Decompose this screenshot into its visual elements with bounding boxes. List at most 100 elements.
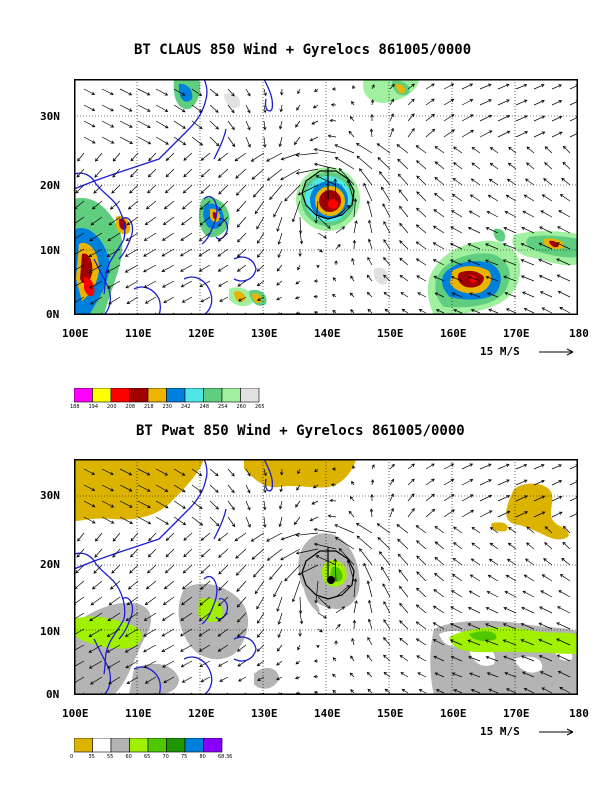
panel2-wind-arrow: [433, 655, 445, 662]
panel2-wind-arrow: [200, 676, 211, 683]
panel2-wind-arrow: [108, 676, 121, 685]
panel1-gyre-track: [301, 167, 355, 220]
panel2-lon-140e: 140E: [314, 707, 341, 720]
panel2-wind-arrow: [488, 688, 499, 694]
panel2-wind-arrow: [425, 508, 436, 518]
panel1-wind-arrow: [316, 264, 320, 269]
panel1-wind-arrow: [433, 209, 445, 218]
panel1-wind-arrow: [143, 248, 157, 257]
panel2-wind-arrow: [485, 655, 499, 662]
panel2-wind-arrow: [245, 516, 251, 528]
panel1-wind-arrow: [434, 192, 445, 202]
panel1-lon-100e: 100E: [62, 327, 89, 340]
panel2-wind-arrow: [515, 479, 528, 486]
panel2-wind-arrow: [351, 637, 355, 646]
panel2-wind-arrow: [525, 558, 535, 566]
panel1-wind-arrow: [352, 85, 356, 90]
panel2-coastlines: [74, 459, 274, 695]
panel1-wind-arrow: [416, 175, 427, 186]
panel1-wind-arrow: [101, 136, 115, 144]
panel2-wind-arrow: [371, 464, 375, 470]
panel1-wind-arrow: [256, 216, 265, 230]
panel1-wind-arrow: [329, 118, 337, 123]
panel1-wind-arrow: [280, 168, 301, 181]
panel2-wind-arrow: [356, 535, 373, 550]
panel1-wind-arrow: [434, 145, 445, 154]
panel2-wind-arrow: [263, 484, 267, 494]
panel1-lon-160e: 160E: [440, 327, 467, 340]
panel2-wind-arrow: [297, 644, 301, 651]
panel1-wind-arrow: [200, 168, 211, 178]
panel2-wind-arrow: [335, 623, 341, 630]
panel2-wind-arrow: [366, 654, 373, 662]
panel1-ref-vector-arrow: [539, 348, 574, 356]
panel1-wind-arrow: [389, 127, 394, 138]
panel2-wind-arrow: [209, 484, 219, 493]
panel2-wind-arrow: [389, 478, 395, 486]
panel2-wind-arrow: [461, 463, 474, 470]
panel1-colorbar-label: 188: [70, 404, 80, 410]
panel2-wind-arrow: [526, 542, 535, 550]
panel2-wind-arrow: [180, 644, 193, 652]
panel1-lon-130e: 130E: [251, 327, 278, 340]
panel2-wind-arrow: [485, 607, 499, 614]
panel1-wind-arrow: [350, 275, 355, 282]
panel1-wind-arrow: [533, 115, 546, 122]
panel1-wind-arrow: [520, 242, 535, 250]
panel2-wind-arrow: [162, 660, 175, 668]
panel1-map: [74, 79, 578, 315]
panel1-wind-arrow: [200, 184, 211, 194]
panel2-wind-arrow: [130, 548, 139, 558]
panel1-wind-arrow: [471, 162, 481, 170]
panel1-wind-arrow: [370, 99, 375, 106]
panel1-wind-arrow: [91, 200, 103, 210]
panel1-wind-arrow: [544, 146, 553, 154]
panel2-wind-arrow: [523, 574, 535, 582]
panel1-colorbar: [74, 388, 260, 403]
panel1-wind-arrow: [335, 226, 346, 234]
panel1-wind-arrow: [453, 309, 463, 314]
panel2-wind-arrow: [332, 657, 337, 662]
panel1-wind-arrow: [479, 99, 492, 106]
panel1-wind-arrow: [295, 280, 301, 285]
panel1-wind-arrow: [124, 264, 139, 273]
panel2-wind-arrow: [316, 644, 320, 649]
panel2-wind-arrow: [416, 587, 427, 598]
panel2-colorbar-label: 0: [70, 754, 74, 760]
panel2-wind-arrow: [164, 564, 175, 574]
panel1-wind-arrow: [520, 259, 535, 266]
panel2-wind-arrow: [236, 644, 247, 652]
panel1-ref-vector-label: 15 M/S: [480, 345, 520, 358]
panel2-wind-arrow: [88, 644, 103, 653]
panel2-wind-arrow: [503, 655, 517, 662]
panel2-wind-arrow: [562, 525, 571, 534]
panel2-lon-150e: 150E: [377, 707, 404, 720]
panel2-lon-160e: 160E: [440, 707, 467, 720]
panel2-wind-arrow: [540, 590, 553, 598]
panel2-lon-130e: 130E: [251, 707, 278, 720]
panel2-wind-arrow: [313, 659, 319, 663]
panel2-wind-arrow: [526, 526, 535, 534]
panel1-lat-0n: 0N: [46, 308, 60, 321]
panel1-wind-arrow: [279, 104, 283, 113]
panel1-wind-arrow: [89, 296, 103, 305]
panel2-wind-arrow: [199, 660, 211, 667]
panel1-wind-arrow: [126, 296, 139, 304]
panel1-wind-vectors: [74, 83, 578, 315]
panel1-wind-arrow: [525, 178, 535, 186]
panel1-wind-arrow: [449, 259, 463, 266]
panel1-wind-arrow: [236, 216, 247, 228]
panel1-wind-arrow: [199, 280, 211, 287]
panel2-wind-arrow: [350, 655, 355, 662]
panel2-storm-center: [327, 576, 335, 584]
panel2-wind-arrow: [218, 548, 229, 558]
panel1-colorbar-swatch: [92, 388, 112, 403]
panel2-wind-arrow: [551, 511, 563, 518]
panel2-wind-arrow: [521, 606, 535, 614]
panel2-wind-arrow: [245, 484, 251, 494]
panel1-wind-arrow: [488, 308, 499, 314]
panel2-wind-arrow: [238, 676, 247, 682]
panel2-wind-arrow: [109, 580, 121, 590]
panel1-wind-arrow: [453, 146, 463, 154]
panel1-colorbar-swatch: [166, 388, 186, 403]
